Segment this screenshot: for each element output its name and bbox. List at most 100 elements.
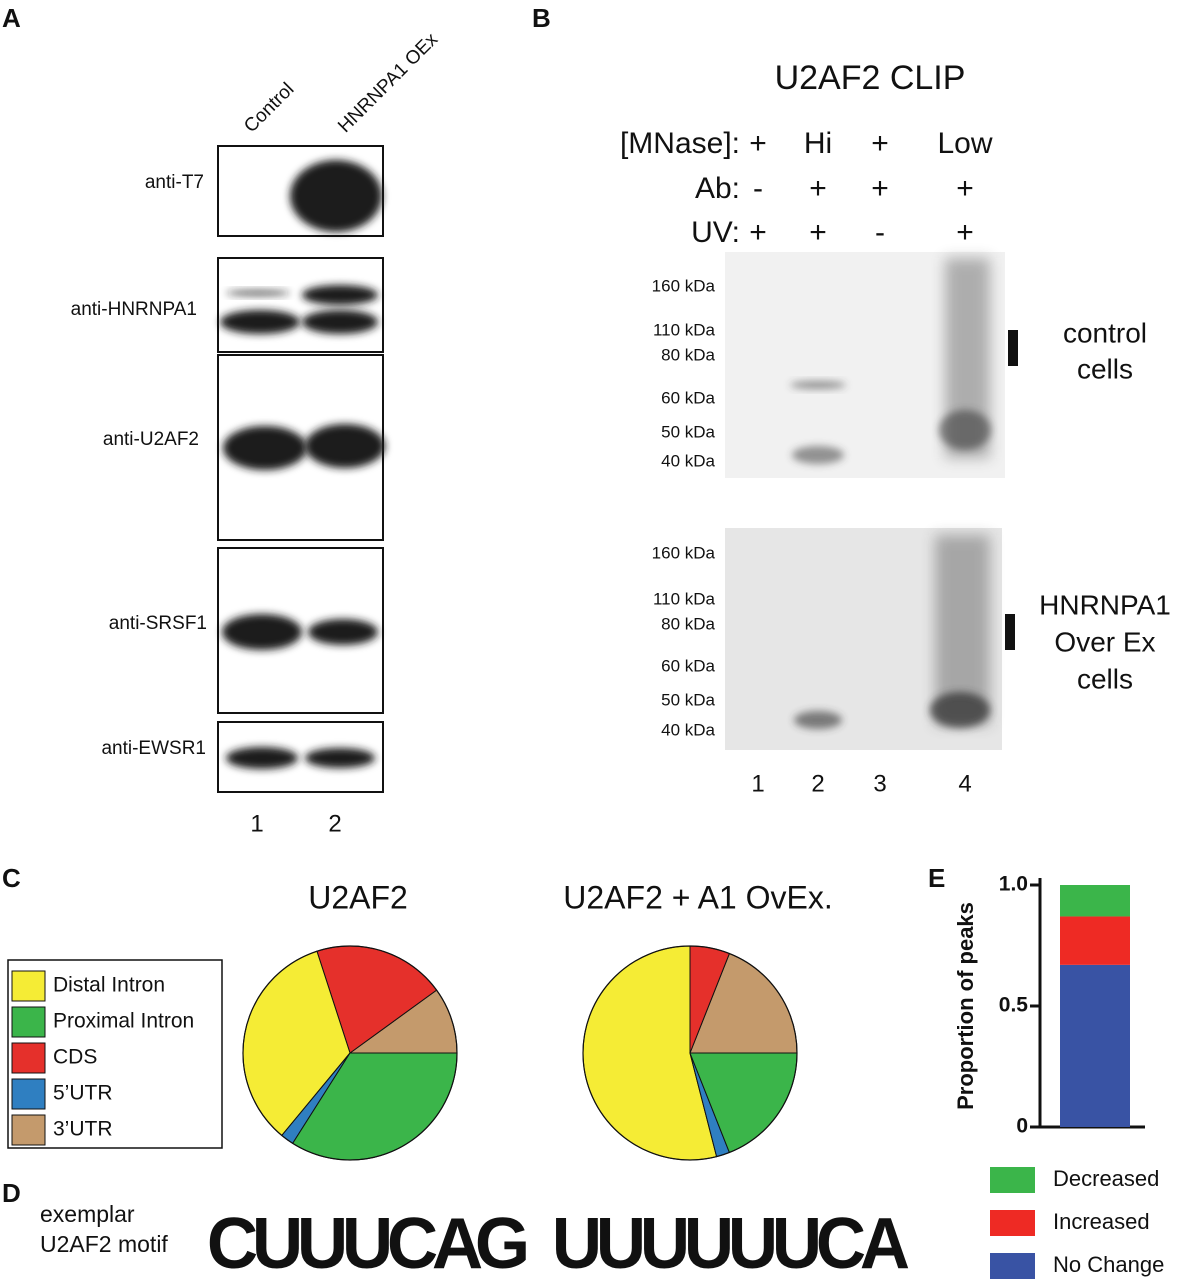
legend-label: Distal Intron xyxy=(53,974,165,997)
antibody-label: anti-U2AF2 xyxy=(103,429,199,450)
condition-value: + xyxy=(749,216,767,249)
condition-label: [MNase]: xyxy=(620,127,740,160)
marker-label: 50 kDa xyxy=(661,422,715,441)
size-bar xyxy=(1008,330,1018,366)
y-tick-label: 0 xyxy=(1016,1115,1028,1138)
motif-letter: U xyxy=(252,1204,303,1280)
panel-label: B xyxy=(532,3,551,33)
pie-outline xyxy=(242,945,458,1161)
group-label: HNRNPA1 xyxy=(1039,589,1171,620)
panel-label: D xyxy=(2,1178,21,1208)
lane-number: 1 xyxy=(250,810,263,837)
motif-letter: U xyxy=(772,1203,822,1280)
legend-label: Increased xyxy=(1053,1209,1150,1234)
motif-letter: U xyxy=(297,1204,348,1280)
lane-label: Control xyxy=(240,79,298,137)
motif-letter: U xyxy=(596,1203,646,1280)
marker-label: 160 kDa xyxy=(652,543,716,562)
lane-number: 2 xyxy=(811,770,824,797)
size-bar xyxy=(1005,614,1015,650)
blot-bands xyxy=(220,160,385,769)
legend-label: Decreased xyxy=(1053,1166,1159,1191)
y-axis-label: Proportion of peaks xyxy=(953,902,978,1110)
legend-label: 5’UTR xyxy=(53,1082,113,1105)
legend-swatch xyxy=(11,1114,46,1146)
motif-letter: C xyxy=(207,1204,258,1280)
legend-swatch xyxy=(11,1078,46,1110)
legend-label: No Change xyxy=(1053,1252,1164,1277)
antibody-label: anti-SRSF1 xyxy=(109,613,207,634)
marker-label: 60 kDa xyxy=(661,656,715,675)
motif-label: exemplar xyxy=(40,1201,135,1227)
panel-label: A xyxy=(2,3,21,33)
condition-label: UV: xyxy=(691,216,740,249)
marker-label: 80 kDa xyxy=(661,614,715,633)
clip-title: U2AF2 CLIP xyxy=(775,59,966,97)
legend-swatch xyxy=(11,970,46,1002)
group-label: Over Ex xyxy=(1054,626,1155,657)
motif-letter: C xyxy=(387,1204,438,1280)
y-tick-label: 1.0 xyxy=(999,873,1028,896)
bar-segment xyxy=(1060,885,1130,917)
lane-number: 2 xyxy=(328,810,341,837)
motif-letter: U xyxy=(342,1204,393,1280)
legend-swatch xyxy=(990,1167,1035,1193)
group-label: cells xyxy=(1077,353,1133,384)
condition-label: Ab: xyxy=(695,172,740,205)
lane-number: 3 xyxy=(873,770,886,797)
group-label: control xyxy=(1063,317,1147,348)
gel-bands xyxy=(790,258,991,729)
condition-value: + xyxy=(956,172,974,205)
marker-label: 110 kDa xyxy=(653,320,716,339)
condition-value: + xyxy=(871,172,889,205)
legend-label: Proximal Intron xyxy=(53,1010,194,1033)
antibody-label: anti-HNRNPA1 xyxy=(71,299,197,320)
bar-segment xyxy=(1060,964,1130,1127)
motif-label: U2AF2 motif xyxy=(40,1231,168,1257)
panel-label: C xyxy=(2,863,21,893)
condition-value: + xyxy=(956,216,974,249)
antibody-label: anti-T7 xyxy=(145,172,204,193)
pie-outline xyxy=(582,945,798,1161)
pie-title: U2AF2 xyxy=(308,879,408,915)
motif-letter: A xyxy=(860,1203,910,1280)
condition-value: + xyxy=(749,127,767,160)
marker-label: 40 kDa xyxy=(661,720,715,739)
lane-number: 1 xyxy=(751,770,764,797)
panel-label: E xyxy=(928,863,945,893)
motif-letter: U xyxy=(552,1203,602,1280)
marker-label: 50 kDa xyxy=(661,690,715,709)
motif-letter: C xyxy=(816,1203,866,1280)
legend-swatch xyxy=(990,1210,1035,1236)
condition-value: - xyxy=(875,216,885,249)
bar-segment xyxy=(1060,916,1130,965)
motif-letter: U xyxy=(684,1203,734,1280)
group-label: cells xyxy=(1077,663,1133,694)
condition-value: Low xyxy=(937,127,992,160)
marker-label: 160 kDa xyxy=(652,276,716,295)
blot-frames xyxy=(217,145,384,793)
marker-label: 40 kDa xyxy=(661,451,715,470)
condition-value: + xyxy=(809,216,827,249)
y-tick-label: 0.5 xyxy=(999,994,1029,1017)
motif-letter: G xyxy=(475,1204,530,1280)
motif-letter: A xyxy=(432,1204,483,1280)
motif-letter: U xyxy=(728,1203,778,1280)
marker-label: 110 kDa xyxy=(653,589,716,608)
condition-value: - xyxy=(753,172,763,205)
marker-label: 80 kDa xyxy=(661,345,715,364)
condition-value: + xyxy=(809,172,827,205)
lane-label: HNRNPA1 OEx xyxy=(334,29,442,137)
condition-value: Hi xyxy=(804,127,832,160)
legend-swatch xyxy=(990,1253,1035,1279)
legend-label: CDS xyxy=(53,1046,97,1069)
pie-title: U2AF2 + A1 OvEx. xyxy=(563,879,832,915)
legend-swatch xyxy=(11,1006,46,1038)
legend-swatch xyxy=(11,1042,46,1074)
lane-number: 4 xyxy=(958,770,971,797)
motif-letter: U xyxy=(640,1203,690,1280)
legend-label: 3’UTR xyxy=(53,1118,113,1141)
marker-label: 60 kDa xyxy=(661,388,715,407)
condition-value: + xyxy=(871,127,889,160)
